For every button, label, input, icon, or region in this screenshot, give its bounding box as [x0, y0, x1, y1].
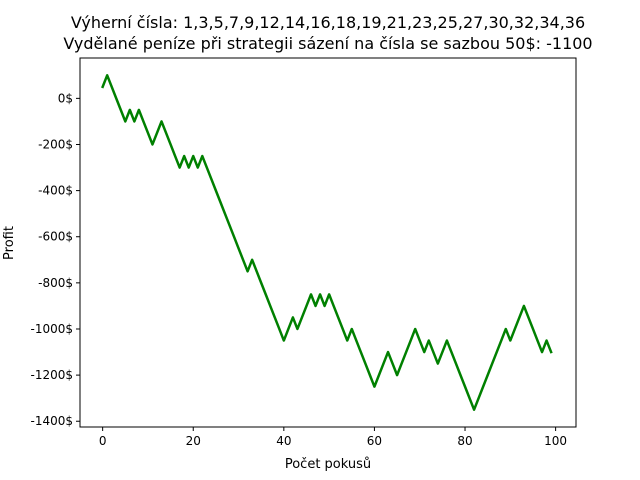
plot-lines	[101, 74, 553, 411]
x-tick-label: 80	[457, 434, 472, 448]
x-tick-label: 60	[367, 434, 382, 448]
y-tick-label: -600$	[38, 230, 73, 244]
x-axis-label: Počet pokusů	[285, 457, 371, 472]
y-tick-label: -800$	[38, 276, 73, 290]
profit-line	[101, 74, 553, 411]
y-tick-label: -1000$	[30, 322, 73, 336]
chart-title-line-1: Výherní čísla: 1,3,5,7,9,12,14,16,18,19,…	[71, 13, 585, 32]
chart-title-line-2: Vydělané peníze při strategii sázení na …	[63, 34, 592, 53]
x-tick-label: 20	[186, 434, 201, 448]
x-tick-label: 0	[99, 434, 107, 448]
x-tick-label: 100	[544, 434, 567, 448]
y-tick-label: -400$	[38, 184, 73, 198]
plot-frame	[79, 57, 577, 428]
y-axis-label: Profit	[2, 226, 17, 260]
y-axis-ticks: 0$ -200$ -400$ -600$ -800$ -1000$ -1200$ -1400$	[30, 91, 80, 428]
x-tick-label: 40	[276, 434, 291, 448]
y-tick-label: 0$	[58, 91, 73, 105]
y-tick-label: -200$	[38, 137, 73, 151]
y-tick-label: -1200$	[30, 368, 73, 382]
y-tick-label: -1400$	[30, 414, 73, 428]
x-axis-ticks: 0 20 40 60 80 100	[99, 427, 567, 448]
